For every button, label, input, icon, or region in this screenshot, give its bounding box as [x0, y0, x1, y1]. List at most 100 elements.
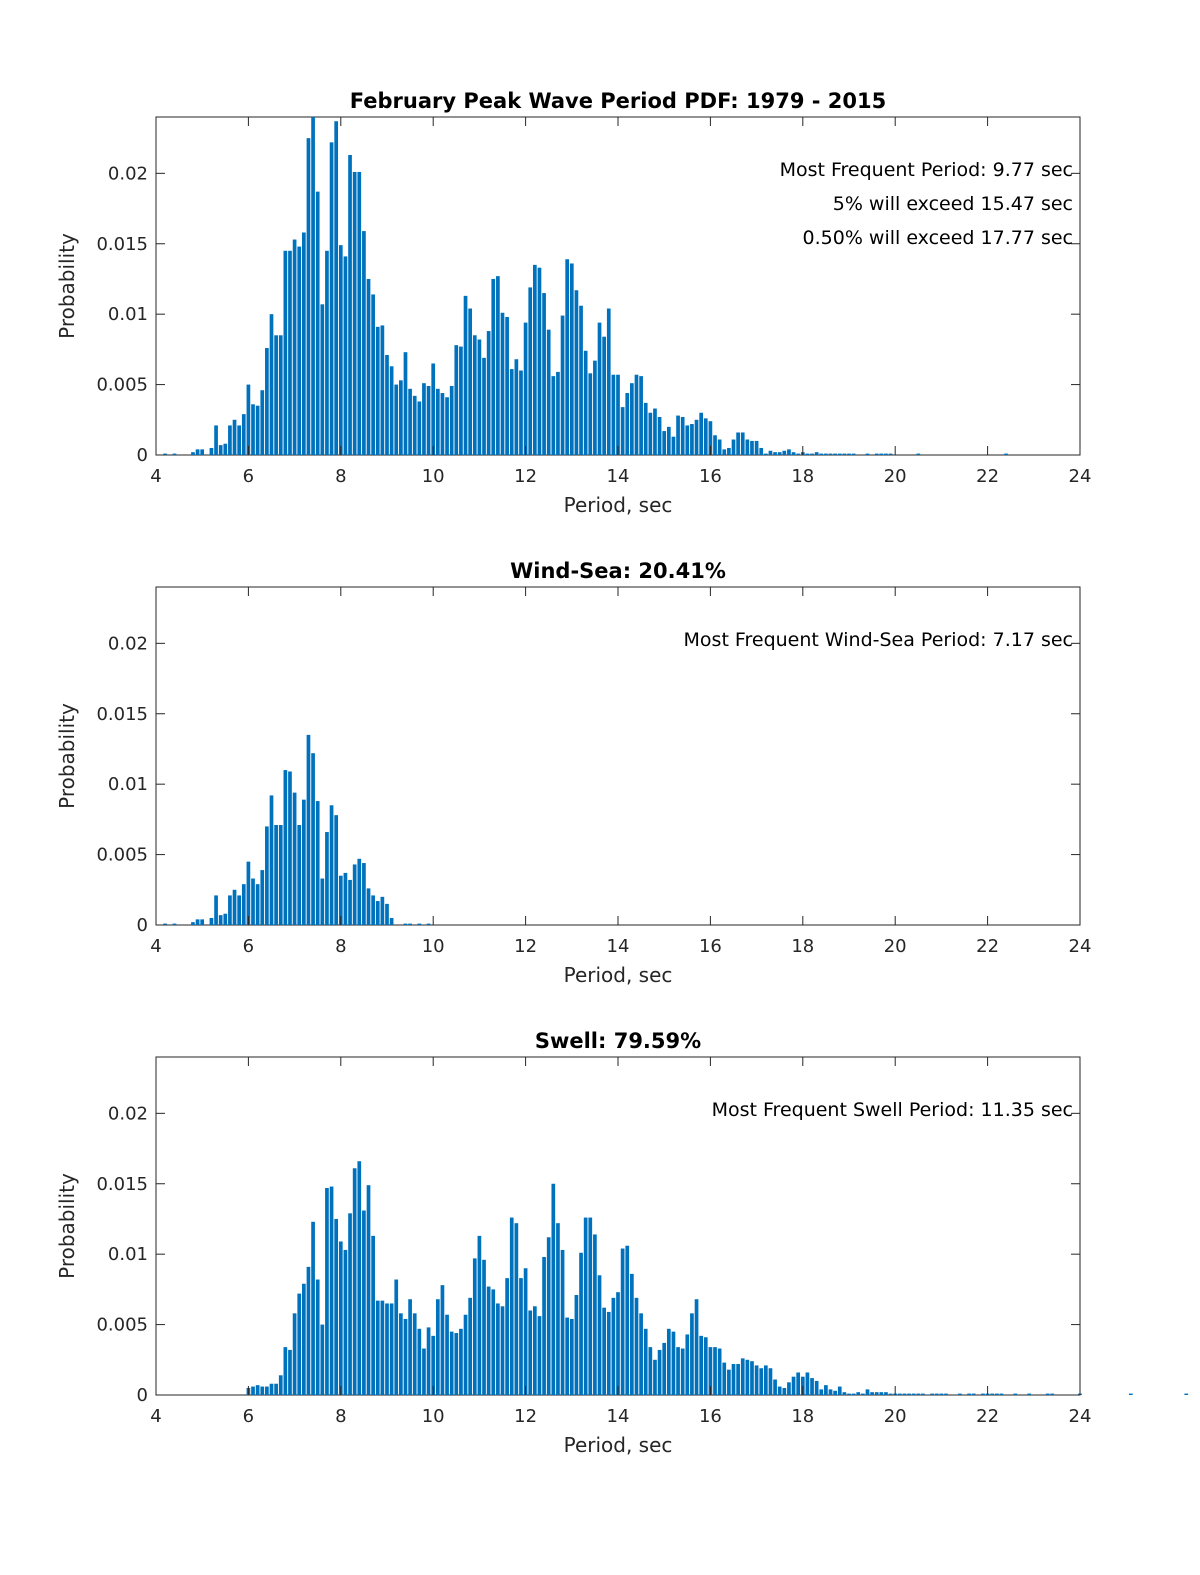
bar	[528, 287, 533, 455]
bar	[551, 376, 556, 455]
bar	[163, 923, 168, 925]
bar	[620, 1248, 625, 1395]
bar	[265, 826, 269, 925]
bar	[445, 397, 449, 455]
bar	[759, 447, 764, 455]
x-tick-label: 16	[699, 466, 722, 487]
annotation-text: Most Frequent Wind-Sea Period: 7.17 sec	[684, 629, 1073, 651]
bar	[796, 453, 801, 455]
x-tick-label: 12	[514, 1406, 537, 1427]
bar	[824, 1385, 828, 1395]
bar	[297, 246, 302, 455]
bar	[315, 801, 320, 925]
bar	[750, 440, 754, 455]
bar	[690, 1313, 694, 1395]
bar	[315, 191, 320, 455]
bar	[717, 439, 722, 455]
bar	[579, 305, 583, 455]
bar	[311, 753, 315, 925]
bar	[509, 369, 514, 455]
bar	[787, 1382, 791, 1395]
bar	[643, 402, 648, 455]
bar	[796, 1372, 801, 1395]
bar	[768, 1368, 773, 1395]
bar	[625, 393, 630, 455]
bar	[482, 1259, 486, 1395]
bar	[325, 1187, 329, 1395]
bar	[602, 336, 606, 455]
bar	[325, 250, 329, 455]
bar	[874, 1392, 879, 1395]
bar	[459, 346, 463, 455]
bar	[814, 452, 819, 455]
bar	[274, 825, 278, 925]
bar-series	[163, 734, 431, 926]
bar	[389, 366, 394, 455]
bar	[888, 1393, 893, 1395]
bar	[722, 1362, 727, 1395]
bar	[532, 264, 537, 456]
bar	[593, 360, 597, 455]
bar	[385, 1303, 389, 1395]
bar	[782, 1387, 787, 1395]
bar	[791, 452, 796, 455]
x-tick-label: 8	[335, 1406, 346, 1427]
bar	[523, 1268, 528, 1395]
bar	[440, 393, 445, 455]
bar	[773, 1379, 777, 1395]
bar	[1128, 1393, 1133, 1395]
bar	[283, 250, 288, 455]
bar	[232, 889, 237, 925]
bar	[301, 232, 306, 455]
bar	[251, 1386, 255, 1395]
bar	[209, 447, 214, 455]
bar	[740, 432, 745, 455]
bar	[246, 861, 251, 926]
bar	[255, 405, 260, 455]
bar	[814, 1380, 819, 1395]
chart-title: Wind-Sea: 20.41%	[510, 559, 726, 583]
bar	[703, 1337, 708, 1395]
bar	[371, 294, 375, 455]
bar	[352, 1168, 357, 1395]
chart-title: February Peak Wave Period PDF: 1979 - 20…	[350, 89, 886, 113]
x-tick-label: 24	[1069, 936, 1092, 957]
bar	[371, 1235, 375, 1395]
bar	[519, 370, 523, 455]
bar	[556, 371, 560, 455]
bar	[750, 1361, 754, 1395]
bar	[500, 312, 505, 455]
x-tick-label: 22	[976, 466, 999, 487]
bar	[777, 1386, 782, 1395]
bar	[200, 919, 205, 925]
x-tick-label: 14	[607, 1406, 630, 1427]
bar	[763, 453, 768, 455]
bar	[320, 1324, 325, 1395]
bar	[842, 1392, 847, 1395]
bar	[343, 872, 348, 925]
bar	[671, 1331, 676, 1396]
bar	[218, 915, 223, 925]
x-tick-label: 14	[607, 936, 630, 957]
bar	[408, 1299, 412, 1395]
bar	[214, 895, 218, 925]
y-tick-label: 0.02	[108, 633, 148, 654]
bar	[519, 1278, 523, 1395]
x-tick-label: 4	[150, 466, 161, 487]
x-tick-label: 18	[791, 936, 814, 957]
bar	[228, 425, 232, 455]
bar	[278, 335, 283, 455]
bar	[546, 329, 551, 455]
bar	[338, 1241, 343, 1395]
bar	[260, 870, 265, 925]
x-tick-label: 6	[243, 936, 254, 957]
bar	[616, 374, 620, 455]
bar	[657, 416, 662, 455]
bar	[514, 1223, 519, 1395]
bar	[241, 414, 246, 455]
bar	[856, 1392, 861, 1395]
bar	[828, 1389, 833, 1395]
bar	[897, 1393, 902, 1395]
bar	[306, 138, 311, 456]
